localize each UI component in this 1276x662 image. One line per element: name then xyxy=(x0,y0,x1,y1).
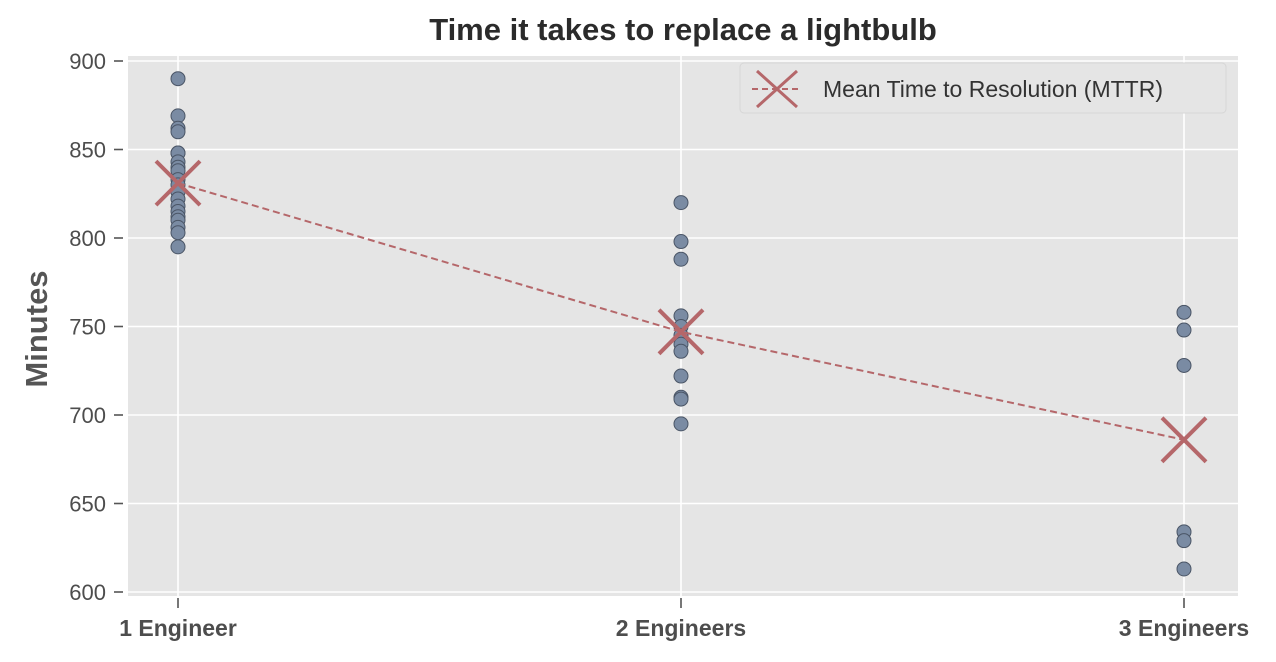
x-tick-label: 3 Engineers xyxy=(1119,615,1249,641)
data-point xyxy=(1176,322,1192,338)
data-point xyxy=(673,234,689,250)
y-tick-label: 750 xyxy=(69,315,106,340)
y-axis-label: Minutes xyxy=(19,270,54,387)
mean-x-marker xyxy=(1160,416,1208,464)
data-point xyxy=(673,368,689,384)
y-tick-label: 900 xyxy=(69,49,106,74)
y-tick-label: 600 xyxy=(69,580,106,605)
legend-box xyxy=(739,62,1227,114)
y-axis: 600 650 700 750 800 850 900 xyxy=(69,49,123,605)
legend-x-marker xyxy=(755,69,799,109)
data-point xyxy=(673,251,689,267)
data-point xyxy=(1176,304,1192,320)
x-axis: 1 Engineer 2 Engineers 3 Engineers xyxy=(119,598,1249,641)
mean-line-layer xyxy=(154,159,1208,464)
y-tick-label: 650 xyxy=(69,492,106,517)
data-point xyxy=(170,225,186,241)
data-point xyxy=(170,124,186,140)
legend: Mean Time to Resolution (MTTR) xyxy=(739,62,1227,114)
mean-x-marker xyxy=(657,308,705,356)
data-point xyxy=(673,343,689,359)
chart-title: Time it takes to replace a lightbulb xyxy=(429,12,937,47)
data-point xyxy=(673,391,689,407)
legend-label: Mean Time to Resolution (MTTR) xyxy=(823,76,1163,102)
x-tick-label: 2 Engineers xyxy=(616,615,746,641)
mean-x-marker xyxy=(154,159,202,207)
data-point xyxy=(170,239,186,255)
y-tick-label: 800 xyxy=(69,226,106,251)
y-tick-label: 700 xyxy=(69,403,106,428)
data-point xyxy=(170,71,186,87)
data-point xyxy=(673,195,689,211)
data-points xyxy=(170,71,1192,577)
data-point xyxy=(1176,533,1192,549)
data-point xyxy=(1176,561,1192,577)
y-tick-label: 850 xyxy=(69,138,106,163)
data-point xyxy=(1176,357,1192,373)
x-tick-label: 1 Engineer xyxy=(119,615,237,641)
data-point xyxy=(673,416,689,432)
